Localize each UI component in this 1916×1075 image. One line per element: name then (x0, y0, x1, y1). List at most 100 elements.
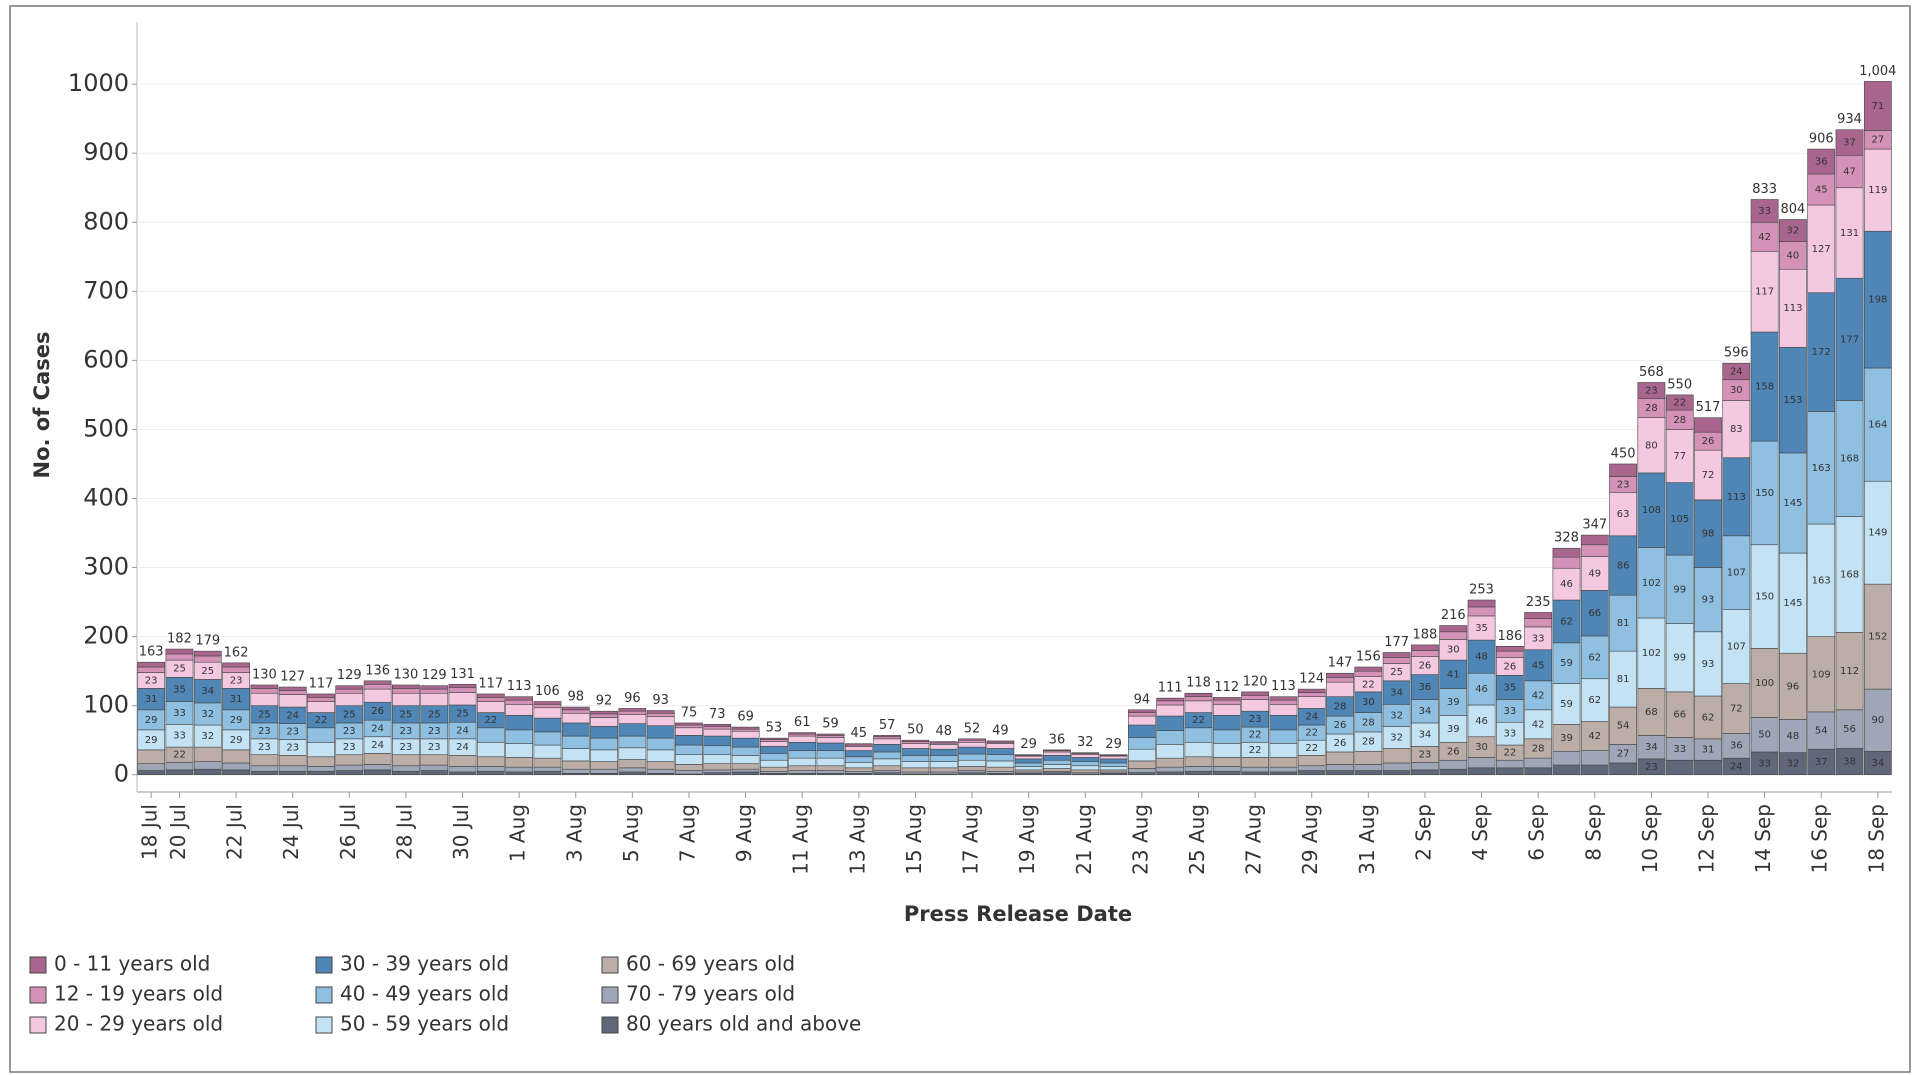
bar-segment (929, 767, 958, 773)
legend-swatch (601, 1016, 619, 1034)
bar-segment (1127, 768, 1156, 773)
bar-segment (533, 707, 562, 719)
segment-label: 29 (230, 735, 243, 746)
bar-segment (760, 766, 788, 772)
bar-segment (1382, 770, 1411, 776)
bar-segment (873, 772, 902, 776)
bar-segment (901, 743, 930, 749)
bar-segment (165, 653, 194, 661)
bar-segment (1524, 649, 1553, 682)
segment-label: 86 (1617, 560, 1630, 571)
bar-segment (250, 688, 279, 694)
segment-label: 81 (1617, 618, 1630, 629)
total-label: 50 (907, 723, 924, 738)
x-tick-label: 12 Sep (1695, 804, 1719, 874)
bar-segment (278, 694, 307, 708)
bar-segment (561, 748, 590, 762)
segment-label: 113 (1727, 492, 1746, 503)
bar-segment (1269, 771, 1298, 776)
bar-segment (844, 746, 873, 751)
segment-label: 119 (1868, 185, 1887, 196)
segment-label: 23 (286, 727, 299, 738)
legend-label: 30 - 39 years old (340, 952, 509, 976)
segment-label: 26 (1447, 746, 1460, 757)
bar-segment (646, 768, 675, 774)
bar-segment (844, 762, 873, 769)
legend-label: 40 - 49 years old (340, 982, 509, 1006)
segment-label: 177 (1840, 334, 1859, 345)
x-tick-label: 28 Jul (392, 804, 416, 860)
bar-segment (1184, 727, 1213, 743)
bar-segment (1212, 770, 1241, 776)
segment-label: 168 (1840, 453, 1859, 464)
bar-segment (137, 770, 166, 776)
segment-label: 48 (1787, 731, 1800, 742)
bar-segment (392, 684, 420, 689)
bar-segment (307, 770, 335, 776)
bar-segment (363, 764, 392, 771)
bar-segment (1835, 129, 1864, 156)
bar-segment (505, 771, 534, 776)
segment-label: 150 (1755, 488, 1774, 499)
bar-segment (675, 727, 703, 736)
bar-segment (760, 741, 788, 747)
bar-segment (1807, 148, 1836, 175)
segment-label: 90 (1871, 715, 1884, 726)
segment-label: 25 (428, 709, 441, 720)
bar-segment (448, 766, 477, 773)
segment-label: 102 (1642, 648, 1661, 659)
x-tick-label: 16 Sep (1808, 804, 1832, 874)
bar-segment (561, 706, 590, 711)
bar-segment (844, 743, 873, 746)
segment-label: 62 (1588, 695, 1601, 706)
bar-segment (760, 739, 788, 742)
bar-segment (1241, 771, 1269, 776)
bar-segment (448, 692, 477, 706)
bar-segment (590, 737, 618, 751)
bar-segment (1524, 767, 1553, 776)
bar-segment (986, 760, 1015, 768)
segment-label: 30 (1475, 742, 1488, 753)
bar-segment (1779, 268, 1807, 348)
segment-label: 32 (201, 731, 214, 742)
bar-segment (505, 743, 534, 758)
bar-segment (1071, 757, 1100, 762)
segment-label: 46 (1560, 579, 1573, 590)
bar-segment (505, 757, 534, 768)
bar-segment (1212, 766, 1241, 772)
bar-segment (1580, 678, 1609, 722)
bar-segment (363, 769, 392, 776)
total-label: 186 (1497, 629, 1522, 644)
bar-segment (1127, 737, 1156, 750)
bar-segment (1127, 772, 1156, 776)
segment-label: 23 (428, 742, 441, 753)
x-tick-label: 3 Aug (562, 804, 586, 862)
bar-segment (1637, 417, 1666, 474)
segment-label: 26 (1334, 720, 1347, 731)
x-tick-label: 13 Aug (845, 804, 869, 875)
total-label: 177 (1384, 635, 1409, 650)
bar-segment (1750, 221, 1779, 252)
bar-segment (1241, 757, 1269, 768)
y-tick-label: 600 (83, 345, 129, 373)
y-tick-label: 400 (83, 484, 129, 512)
bar-segment (1835, 516, 1864, 633)
segment-label: 46 (1475, 684, 1488, 695)
bar-segment (929, 744, 958, 750)
x-tick-label: 14 Sep (1751, 804, 1775, 874)
segment-label: 39 (1560, 733, 1573, 744)
bar-segment (1184, 756, 1213, 767)
total-label: 29 (1105, 737, 1122, 752)
segment-label: 24 (1730, 761, 1743, 772)
segment-label: 25 (400, 709, 413, 720)
bar-segment (1552, 683, 1581, 725)
bar-segment (1326, 677, 1354, 683)
y-tick-label: 300 (83, 553, 129, 581)
total-label: 112 (1214, 680, 1239, 695)
bar-segment (1156, 744, 1185, 759)
bar-segment (1722, 733, 1751, 759)
x-tick-label: 1 Aug (506, 804, 530, 862)
bar-segment (760, 770, 788, 774)
bar-segment (137, 666, 166, 673)
segment-label: 33 (173, 708, 186, 719)
